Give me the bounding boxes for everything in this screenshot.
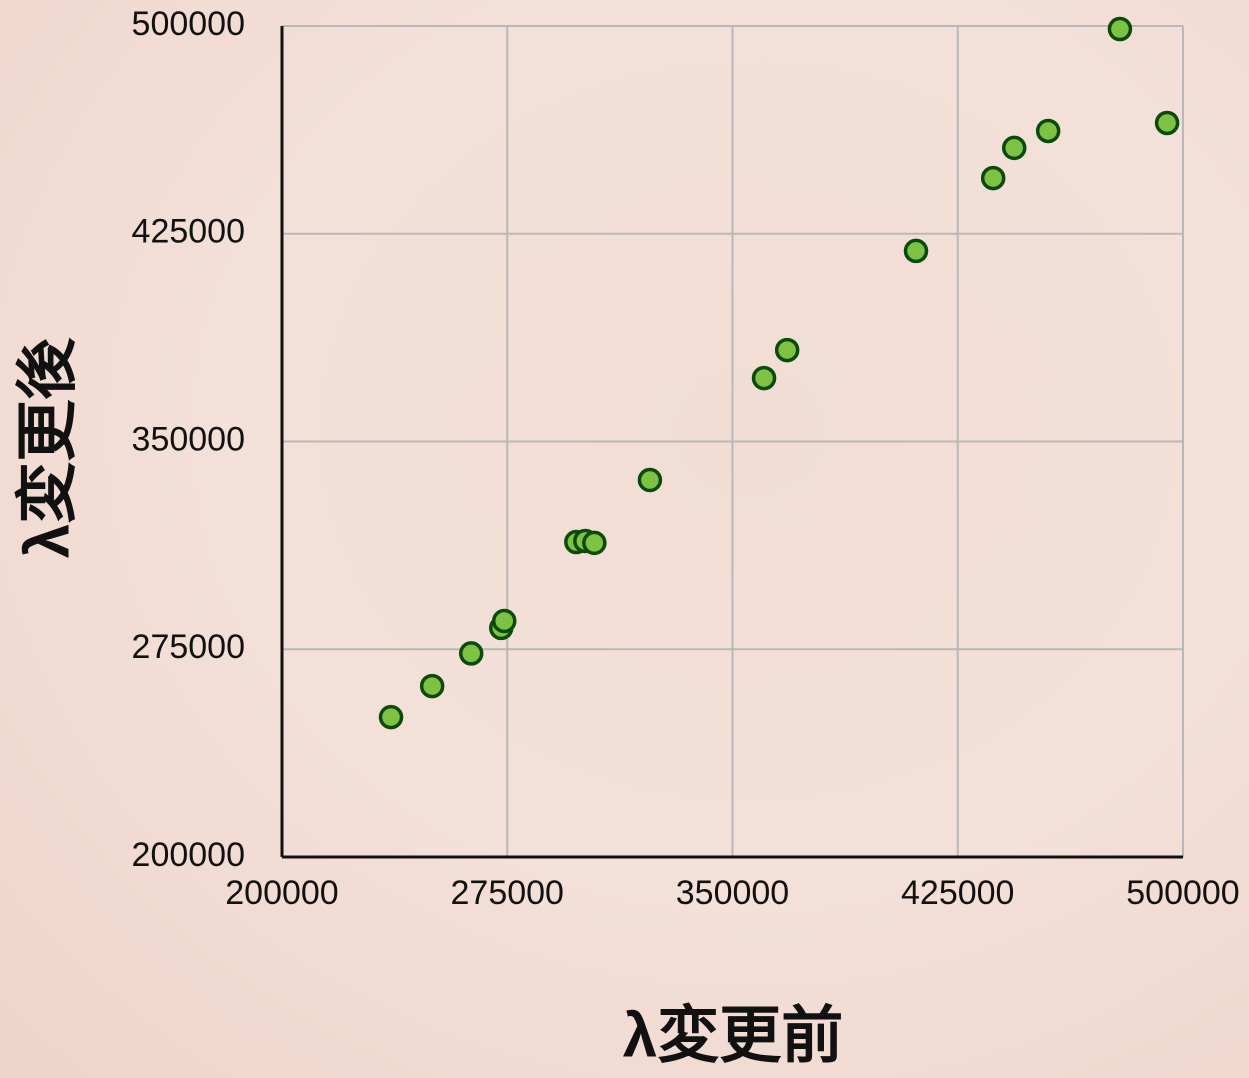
point [1154,110,1180,136]
point [1107,16,1133,42]
x-tick-label: 350000 [676,874,789,912]
y-tick-label: 425000 [132,213,245,251]
point [491,608,517,634]
point [582,530,607,556]
y-tick-label: 275000 [132,628,245,666]
x-tick-label: 500000 [1126,874,1239,912]
point [903,238,929,264]
y-axis-title: λ変更後 [13,337,82,558]
point [419,673,445,699]
point [1035,118,1061,144]
point [1001,135,1027,161]
y-tick-label: 350000 [132,420,245,458]
x-axis-title: λ変更前 [623,1001,843,1070]
x-tick-label: 275000 [451,874,564,912]
y-tick-label: 500000 [132,5,245,43]
point [637,467,663,493]
point [458,641,484,666]
point [980,165,1006,191]
point [774,337,800,363]
x-tick-label: 425000 [901,874,1014,912]
point [378,704,404,730]
point [751,365,777,391]
y-tick-label: 200000 [132,836,245,874]
x-tick-label: 200000 [225,874,338,912]
